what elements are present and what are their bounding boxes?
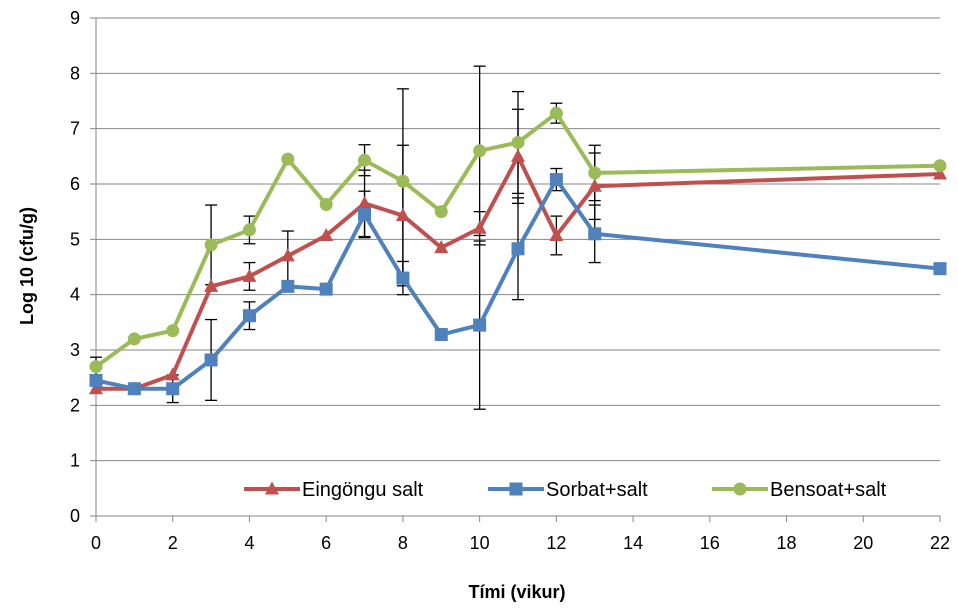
data-point bbox=[281, 152, 295, 166]
data-point bbox=[933, 159, 947, 173]
data-point bbox=[588, 227, 602, 241]
data-point bbox=[204, 238, 218, 252]
data-point bbox=[89, 360, 103, 374]
data-point bbox=[281, 279, 295, 293]
legend-item-bensoat-salt: Bensoat+salt bbox=[712, 479, 887, 501]
data-point bbox=[358, 153, 372, 167]
data-point bbox=[242, 309, 256, 323]
data-point bbox=[549, 173, 563, 187]
data-point bbox=[165, 367, 180, 381]
data-point bbox=[396, 174, 410, 188]
x-tick-label-20: 20 bbox=[853, 533, 873, 553]
data-point bbox=[358, 207, 372, 221]
series-sorbat-salt bbox=[89, 173, 947, 396]
data-point bbox=[204, 353, 218, 367]
legend-marker bbox=[265, 481, 279, 495]
data-point bbox=[434, 205, 448, 219]
data-point bbox=[511, 242, 525, 256]
data-point bbox=[473, 318, 487, 332]
y-tick-label-3: 3 bbox=[70, 340, 80, 360]
x-tick-label-0: 0 bbox=[91, 533, 101, 553]
series-bensoat-salt bbox=[89, 106, 947, 374]
data-point bbox=[511, 136, 525, 149]
data-point bbox=[395, 208, 410, 222]
x-tick-label-14: 14 bbox=[623, 533, 643, 553]
series-eing-ngu-salt bbox=[89, 148, 947, 395]
y-tick-label-0: 0 bbox=[70, 506, 80, 526]
x-tick-label-10: 10 bbox=[470, 533, 490, 553]
legend: Eingöngu salt Sorbat+salt Bensoat+salt bbox=[244, 479, 887, 501]
y-tick-label-8: 8 bbox=[70, 63, 80, 83]
x-tick-label-4: 4 bbox=[244, 533, 254, 553]
data-point bbox=[588, 166, 602, 180]
data-point bbox=[549, 106, 563, 120]
y-tick-label-5: 5 bbox=[70, 229, 80, 249]
x-tick-label-6: 6 bbox=[321, 533, 331, 553]
y-tick-label-9: 9 bbox=[70, 8, 80, 28]
data-point bbox=[933, 262, 947, 276]
y-tick-label-7: 7 bbox=[70, 119, 80, 139]
y-tick-label-6: 6 bbox=[70, 174, 80, 194]
y-tick-label-4: 4 bbox=[70, 285, 80, 305]
legend-item-sorbat-salt: Sorbat+salt bbox=[488, 479, 648, 501]
x-tick-label-2: 2 bbox=[168, 533, 178, 553]
data-point bbox=[166, 382, 180, 396]
data-point bbox=[89, 373, 103, 387]
data-point bbox=[434, 240, 449, 254]
legend-marker bbox=[733, 482, 747, 496]
data-point bbox=[204, 278, 219, 292]
data-point bbox=[280, 248, 295, 262]
data-point bbox=[127, 382, 141, 396]
x-tick-label-22: 22 bbox=[930, 533, 950, 553]
data-point bbox=[434, 328, 448, 342]
legend-marker bbox=[509, 482, 523, 496]
x-axis-title: Tími (vikur) bbox=[468, 582, 565, 602]
legend-label: Sorbat+salt bbox=[546, 479, 648, 501]
data-point bbox=[89, 381, 103, 395]
legend-label: Eingöngu salt bbox=[302, 479, 424, 501]
data-point bbox=[242, 223, 256, 237]
series-layer bbox=[89, 106, 947, 396]
data-point bbox=[473, 144, 487, 158]
data-point bbox=[933, 166, 947, 180]
data-point bbox=[472, 220, 487, 234]
data-point bbox=[319, 282, 333, 296]
y-axis-title: Log 10 (cfu/g) bbox=[17, 207, 37, 325]
x-tick-label-18: 18 bbox=[777, 533, 797, 553]
y-tick-label-1: 1 bbox=[70, 451, 80, 471]
data-point bbox=[319, 197, 333, 211]
y-tick-label-2: 2 bbox=[70, 395, 80, 415]
data-point bbox=[319, 227, 334, 241]
data-point bbox=[357, 195, 372, 209]
data-point bbox=[242, 268, 257, 282]
data-point bbox=[396, 271, 410, 285]
data-point bbox=[127, 332, 141, 346]
data-point bbox=[587, 178, 602, 192]
legend-item-eing-ngu-salt: Eingöngu salt bbox=[244, 479, 424, 501]
legend-label: Bensoat+salt bbox=[770, 479, 887, 501]
data-point bbox=[511, 148, 525, 162]
x-tick-label-16: 16 bbox=[700, 533, 720, 553]
data-point bbox=[166, 324, 180, 338]
data-point bbox=[549, 227, 564, 241]
x-tick-label-12: 12 bbox=[546, 533, 566, 553]
x-tick-label-8: 8 bbox=[398, 533, 408, 553]
